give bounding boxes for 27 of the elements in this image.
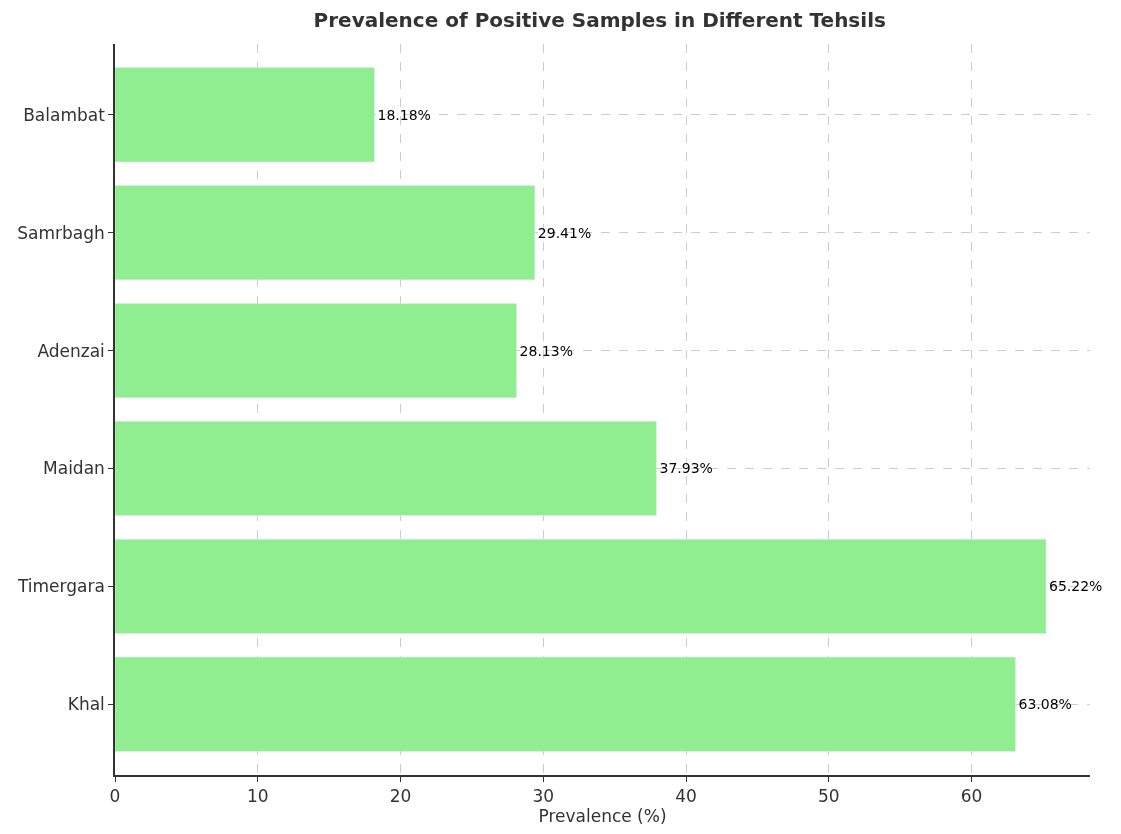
- x-tick-label: 30: [532, 786, 555, 807]
- chart-title: Prevalence of Positive Samples in Different Tehsils: [313, 7, 886, 32]
- y-tick-label: Samrbagh: [17, 222, 105, 243]
- bar: [115, 656, 1016, 752]
- y-tick-label: Khal: [67, 694, 105, 715]
- x-tick-label: 20: [389, 786, 412, 807]
- x-axis-title: Prevalence (%): [538, 806, 667, 827]
- data-label: 18.18%: [377, 106, 431, 123]
- x-tick-label: 60: [960, 786, 983, 807]
- x-tick-label: 10: [246, 786, 269, 807]
- y-tick-label: Timergara: [16, 576, 105, 597]
- x-tick-label: 0: [109, 786, 121, 807]
- bar: [115, 538, 1047, 634]
- y-tick-label: Adenzai: [37, 340, 105, 361]
- data-label: 29.41%: [537, 224, 592, 241]
- data-label: 65.22%: [1049, 578, 1103, 595]
- y-tick-label: Maidan: [43, 458, 105, 479]
- x-tick-label: 40: [675, 786, 697, 807]
- data-label: 63.08%: [1018, 696, 1072, 713]
- data-label: 28.13%: [519, 342, 573, 359]
- x-tick-label: 50: [817, 786, 840, 807]
- bar: [115, 303, 517, 398]
- bar: [115, 421, 657, 516]
- data-label: 37.93%: [659, 460, 713, 477]
- bar: [115, 67, 375, 163]
- bar: [115, 185, 536, 281]
- y-tick-label: Balambat: [23, 104, 106, 125]
